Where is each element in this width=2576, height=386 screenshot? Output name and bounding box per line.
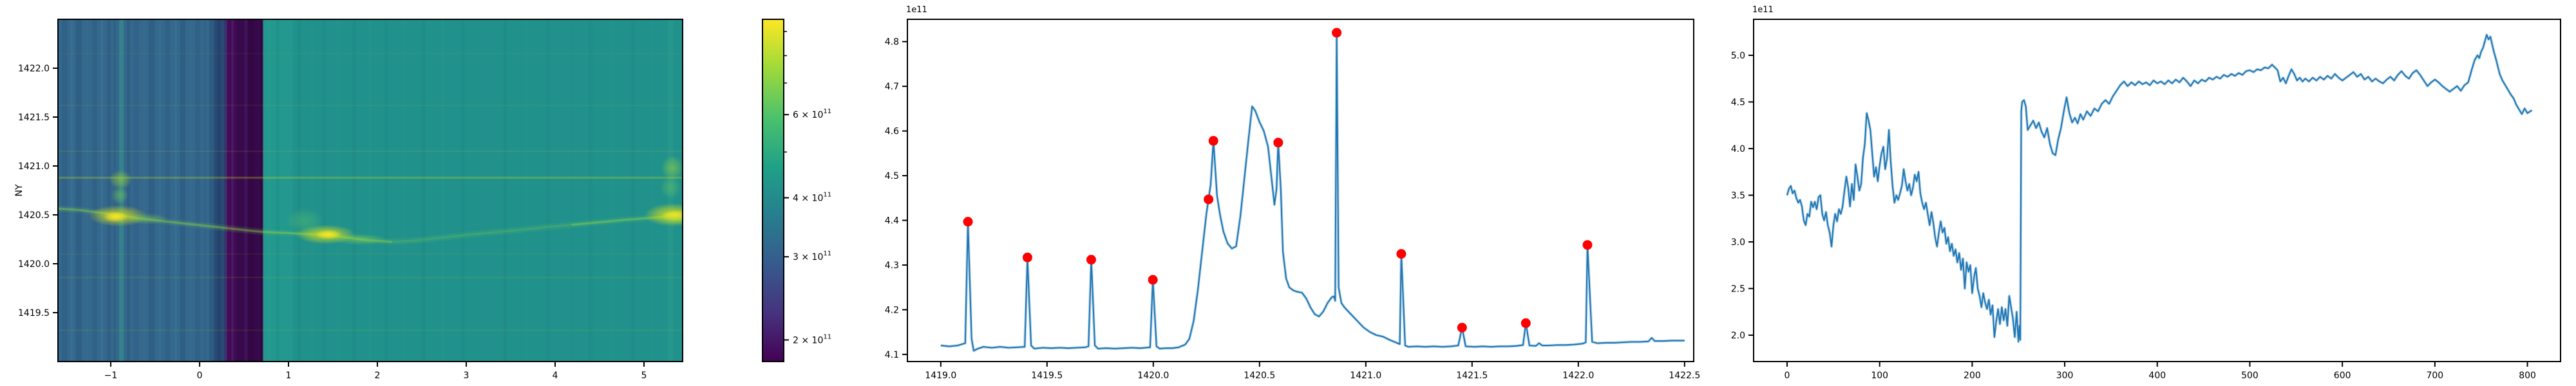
heatmap-y-tick-label: 1419.5 [18, 308, 50, 318]
spectrum-peak-marker [1520, 318, 1531, 328]
spectrum-peak-marker [1396, 249, 1406, 259]
spectrum-x-tick-label: 1420.5 [1244, 371, 1275, 381]
heatmap-ylabel: NY [14, 184, 24, 197]
timeseries-y-tick-label: 4.0 [1731, 144, 1745, 154]
heatmap-x-tick-label: 4 [553, 371, 558, 381]
spectrum-peak-marker [1022, 252, 1032, 262]
heatmap-x-tick-label: 3 [464, 371, 469, 381]
spectrum-x-tick-label: 1422.0 [1562, 371, 1594, 381]
colorbar-gradient [762, 19, 784, 362]
spectrum-frame [907, 19, 1694, 362]
colorbar-tick-label: 6 × 1011 [793, 108, 831, 120]
spectrum-y-tick-label: 4.4 [885, 216, 899, 226]
spectrum-peak-marker [1582, 240, 1593, 250]
heatmap-x-tick-label: 2 [375, 371, 381, 381]
spectrum-peak-marker [1148, 275, 1158, 285]
timeseries-y-tick-label: 4.5 [1731, 97, 1745, 107]
colorbar-tick-label: 3 × 1011 [793, 250, 831, 262]
spectrum-x-tick-label: 1419.0 [925, 371, 956, 381]
timeseries-x-tick-label: 700 [2426, 371, 2443, 381]
timeseries-x-tick-label: 0 [1785, 371, 1790, 381]
spectrum-line-halo [940, 31, 1685, 353]
timeseries-y-tick-label: 3.0 [1731, 237, 1745, 248]
timeseries-y-tick-label: 5.0 [1731, 51, 1745, 61]
heatmap-y-tick-label: 1421.0 [18, 161, 50, 172]
timeseries-x-tick-label: 400 [2148, 371, 2166, 381]
timeseries-y-tick-label: 2.5 [1731, 284, 1745, 294]
heatmap-y-tick-label: 1420.5 [18, 210, 50, 221]
timeseries-line-halo [1785, 33, 2533, 344]
spectrum-peak-marker [1086, 255, 1096, 265]
spectrum-y-tick-label: 4.1 [885, 350, 899, 360]
spectrum-y-tick-label: 4.8 [885, 37, 899, 48]
timeseries-x-tick-label: 300 [2056, 371, 2074, 381]
spectrum-peak-marker [1332, 28, 1342, 38]
colorbar-tick-label: 2 × 1011 [793, 333, 831, 345]
spectrum-line [940, 32, 1685, 352]
spectrum-peak-marker [1273, 138, 1283, 148]
spectrum-y-tick-label: 4.5 [885, 171, 899, 181]
heatmap-x-tick-label: 5 [641, 371, 647, 381]
timeseries-line [1786, 34, 2533, 343]
heatmap-x-tick-label: 0 [197, 371, 203, 381]
timeseries-x-tick-label: 800 [2519, 371, 2536, 381]
timeseries-x-tick-label: 100 [1871, 371, 1888, 381]
heatmap-image [58, 19, 683, 362]
spectrum-peak-marker [1208, 136, 1218, 146]
heatmap-x-tick-label: −1 [104, 371, 118, 381]
colorbar-tick-label: 4 × 1011 [793, 191, 831, 203]
heatmap-y-tick-label: 1421.5 [18, 113, 50, 123]
timeseries-offset-label: 1e11 [1752, 5, 1774, 15]
spectrum-x-tick-label: 1419.5 [1031, 371, 1063, 381]
timeseries-y-tick-label: 3.5 [1731, 190, 1745, 201]
timeseries-x-tick-label: 200 [1964, 371, 1981, 381]
heatmap-y-tick-label: 1422.0 [18, 64, 50, 74]
spectrum-y-tick-label: 4.2 [885, 305, 899, 315]
spectrum-x-tick-label: 1421.5 [1456, 371, 1488, 381]
heatmap-y-tick-label: 1420.0 [18, 259, 50, 270]
spectrum-peak-marker [1457, 322, 1467, 333]
spectrum-peak-marker [963, 217, 973, 227]
spectrum-y-tick-label: 4.3 [885, 261, 899, 271]
spectrum-y-tick-label: 4.6 [885, 127, 899, 137]
spectrum-x-tick-label: 1421.0 [1350, 371, 1381, 381]
spectrum-y-tick-label: 4.7 [885, 82, 899, 92]
timeseries-x-tick-label: 600 [2334, 371, 2351, 381]
timeseries-y-tick-label: 2.0 [1731, 331, 1745, 341]
timeseries-frame [1753, 19, 2561, 362]
spectrum-x-tick-label: 1420.0 [1137, 371, 1169, 381]
spectrum-x-tick-label: 1422.5 [1669, 371, 1700, 381]
heatmap-x-tick-label: 1 [286, 371, 292, 381]
spectrum-peak-marker [1204, 194, 1214, 205]
spectrum-offset-label: 1e11 [906, 5, 927, 15]
timeseries-x-tick-label: 500 [2241, 371, 2259, 381]
